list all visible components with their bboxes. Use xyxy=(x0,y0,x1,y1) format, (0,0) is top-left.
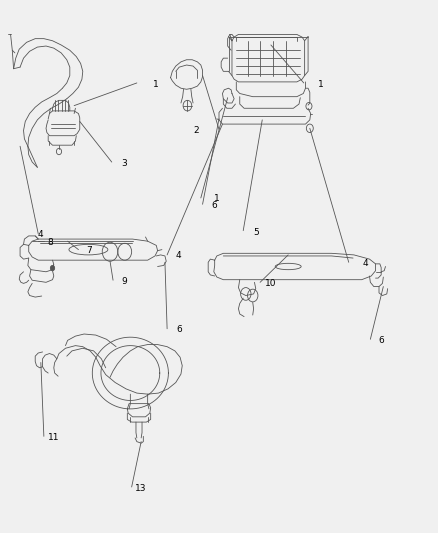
Text: 6: 6 xyxy=(212,201,218,211)
Text: 11: 11 xyxy=(48,433,60,442)
Text: 1: 1 xyxy=(318,80,324,89)
Text: 13: 13 xyxy=(135,483,147,492)
Text: 1: 1 xyxy=(153,80,159,89)
Text: 2: 2 xyxy=(194,126,199,135)
Text: 4: 4 xyxy=(362,260,368,268)
Text: 1: 1 xyxy=(214,195,220,204)
Text: 8: 8 xyxy=(47,238,53,247)
Text: 3: 3 xyxy=(121,159,127,168)
Text: 9: 9 xyxy=(121,277,127,286)
Text: 4: 4 xyxy=(38,230,44,239)
Text: 10: 10 xyxy=(265,279,277,288)
Text: 6: 6 xyxy=(177,325,182,334)
Text: 4: 4 xyxy=(175,252,181,261)
Text: 6: 6 xyxy=(378,336,384,345)
Text: 7: 7 xyxy=(86,246,92,255)
Circle shape xyxy=(50,265,55,271)
Text: 5: 5 xyxy=(253,228,258,237)
